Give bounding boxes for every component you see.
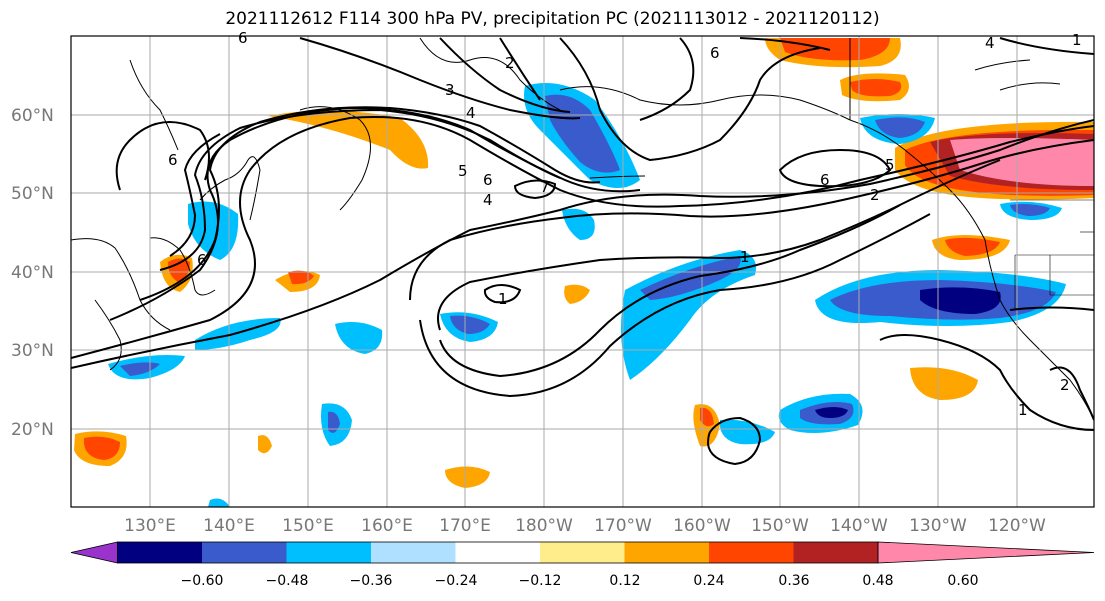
svg-text:170°W: 170°W — [594, 516, 652, 536]
colorbar-tick: 0.36 — [778, 573, 809, 589]
svg-text:140°E: 140°E — [203, 516, 255, 536]
svg-text:130°E: 130°E — [124, 516, 176, 536]
svg-text:30°N: 30°N — [11, 341, 54, 361]
colorbar-tick: −0.36 — [350, 573, 393, 589]
svg-text:4: 4 — [985, 34, 995, 52]
svg-text:140°W: 140°W — [830, 516, 888, 536]
svg-text:1: 1 — [1072, 31, 1082, 49]
svg-text:150°W: 150°W — [751, 516, 809, 536]
svg-text:4: 4 — [483, 191, 493, 209]
svg-text:160°W: 160°W — [673, 516, 731, 536]
colorbar-tick-labels: −0.60 −0.48 −0.36 −0.24 −0.12 0.12 0.24 … — [181, 573, 979, 589]
colorbar-tick: −0.12 — [519, 573, 562, 589]
colorbar-tick: 0.24 — [693, 573, 724, 589]
svg-text:6: 6 — [238, 29, 248, 47]
colorbar-tick: 0.60 — [947, 573, 978, 589]
svg-text:1: 1 — [740, 248, 750, 266]
colorbar-tick: −0.60 — [181, 573, 224, 589]
colorbar-tick: 0.12 — [609, 573, 640, 589]
svg-text:6: 6 — [820, 171, 830, 189]
colorbar-segment — [371, 542, 456, 563]
colorbar-tick: −0.24 — [435, 573, 478, 589]
svg-text:1: 1 — [1018, 401, 1028, 419]
svg-text:5: 5 — [458, 162, 468, 180]
svg-text:160°E: 160°E — [361, 516, 413, 536]
colorbar-extend-low — [71, 542, 118, 563]
svg-text:7: 7 — [540, 178, 550, 196]
colorbar-segment — [456, 542, 541, 563]
colorbar-tick: −0.48 — [266, 573, 309, 589]
svg-text:2: 2 — [870, 186, 880, 204]
colorbar — [71, 542, 1094, 563]
colorbar-segment — [625, 542, 710, 563]
weather-map: 6 3 4 7 6 5 4 6 2 5 6 6 2 6 1 1 1 2 1 4 … — [0, 0, 1105, 601]
colorbar-segment — [118, 542, 203, 563]
colorbar-segment — [794, 542, 879, 563]
latitude-labels: 60°N 50°N 40°N 30°N 20°N — [11, 106, 54, 440]
svg-text:130°W: 130°W — [909, 516, 967, 536]
colorbar-extend-high — [878, 542, 1094, 563]
svg-text:20°N: 20°N — [11, 420, 54, 440]
svg-text:170°E: 170°E — [439, 516, 491, 536]
svg-text:2: 2 — [505, 54, 515, 72]
svg-text:50°N: 50°N — [11, 184, 54, 204]
colorbar-segment — [709, 542, 794, 563]
svg-text:150°E: 150°E — [282, 516, 334, 536]
svg-text:4: 4 — [466, 104, 476, 122]
svg-text:5: 5 — [885, 156, 895, 174]
colorbar-tick: 0.48 — [862, 573, 893, 589]
svg-text:2: 2 — [1060, 376, 1070, 394]
svg-text:120°W: 120°W — [988, 516, 1046, 536]
svg-text:6: 6 — [197, 251, 207, 269]
svg-text:1: 1 — [498, 290, 508, 308]
svg-text:6: 6 — [710, 44, 720, 62]
colorbar-segment — [540, 542, 625, 563]
svg-text:40°N: 40°N — [11, 263, 54, 283]
svg-text:60°N: 60°N — [11, 106, 54, 126]
colorbar-segment — [202, 542, 287, 563]
svg-text:6: 6 — [168, 151, 178, 169]
svg-text:6: 6 — [483, 171, 493, 189]
svg-text:180°W: 180°W — [515, 516, 573, 536]
svg-text:3: 3 — [445, 81, 455, 99]
colorbar-segment — [287, 542, 372, 563]
longitude-labels: 130°E 140°E 150°E 160°E 170°E 180°W 170°… — [124, 516, 1046, 536]
